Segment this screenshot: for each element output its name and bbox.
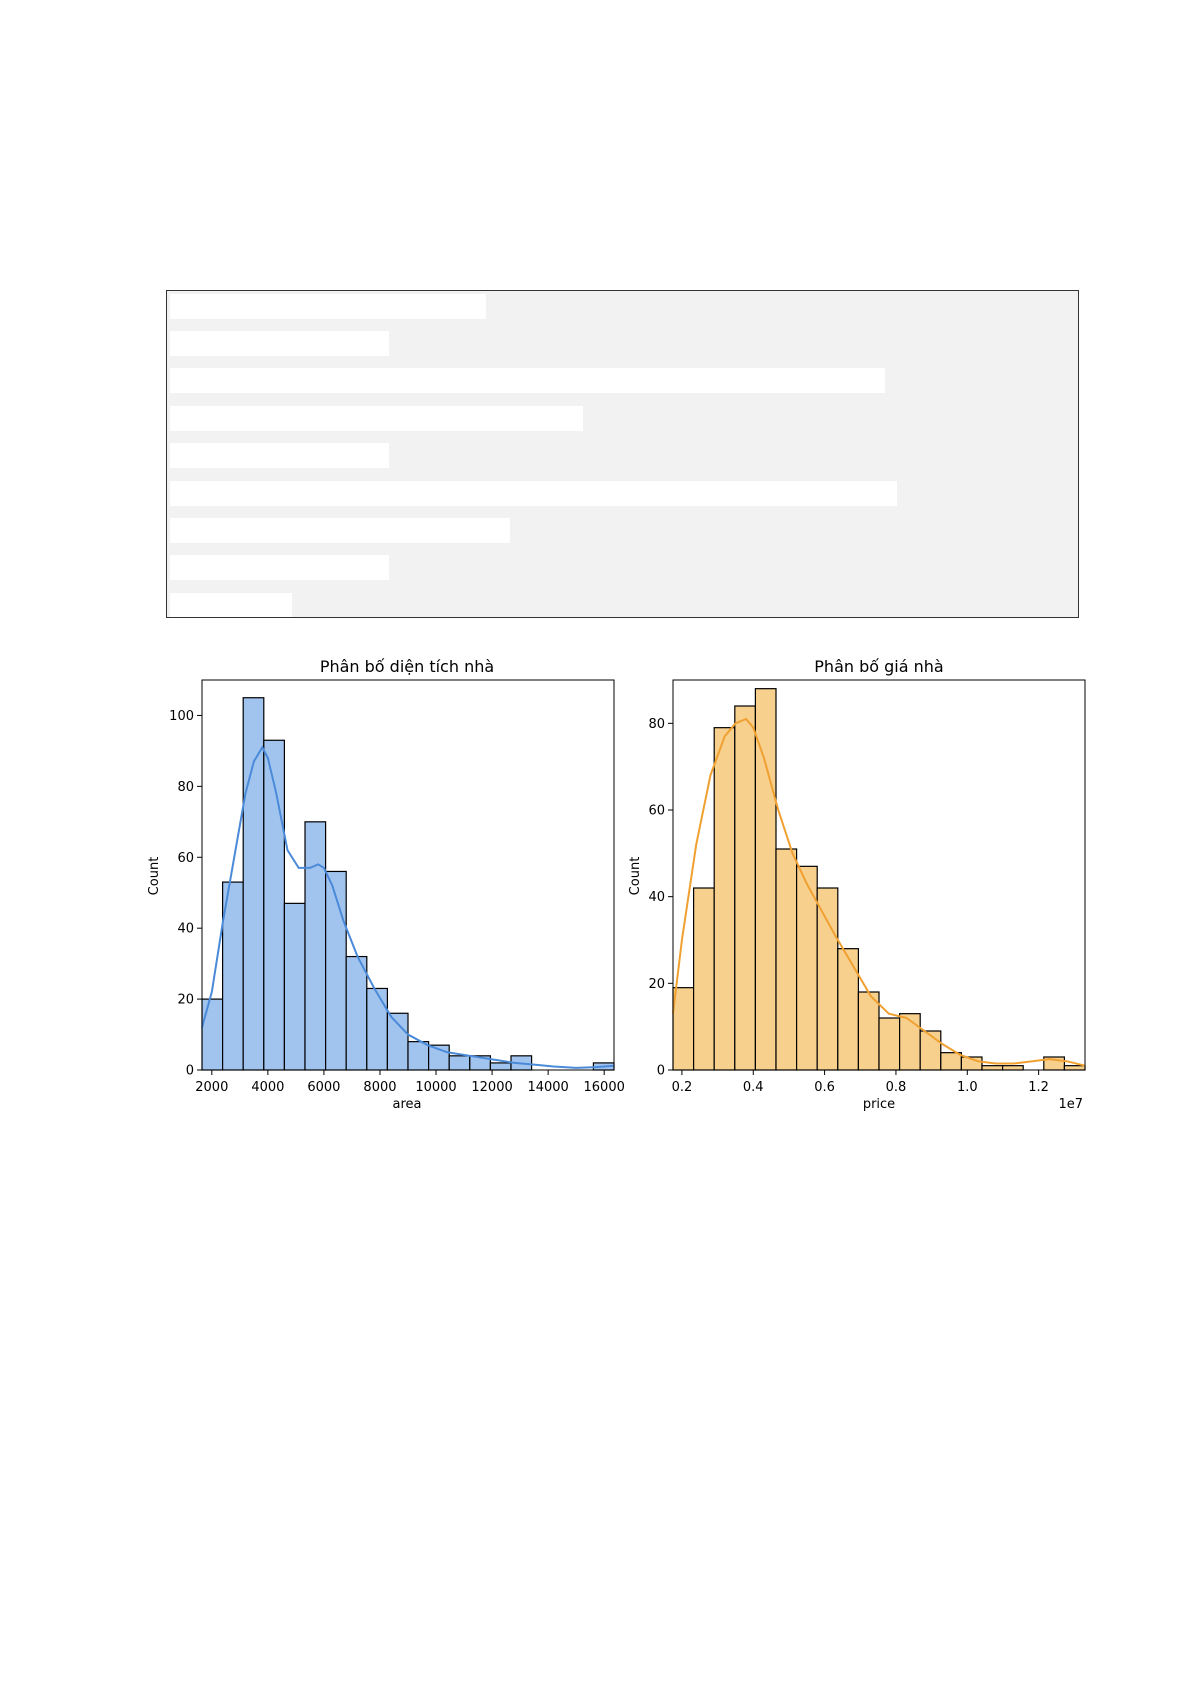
- x-tick-label: 6000: [307, 1080, 340, 1095]
- histogram-bar: [857, 991, 880, 1071]
- chart-title: Phân bố giá nhà: [814, 657, 943, 676]
- kde-line: [201, 745, 615, 1069]
- y-tick-label: 80: [648, 717, 665, 732]
- x-tick-label: 1.0: [957, 1080, 978, 1095]
- axis-offset-label: 1e7: [1058, 1097, 1083, 1112]
- code-line: [170, 331, 389, 356]
- x-tick-label: 2000: [195, 1080, 228, 1095]
- x-tick-label: 0.8: [886, 1080, 907, 1095]
- y-tick-label: 0: [657, 1064, 665, 1079]
- histogram-bar: [263, 739, 285, 1071]
- histogram-bar: [981, 1065, 1004, 1071]
- y-tick-label: 20: [648, 977, 665, 992]
- y-tick-label: 60: [177, 851, 194, 866]
- histogram-bar: [366, 987, 388, 1071]
- histogram-bar: [940, 1052, 962, 1071]
- code-line: [170, 294, 486, 319]
- x-axis-label: area: [393, 1097, 422, 1112]
- x-tick-label: 12000: [471, 1080, 512, 1095]
- histogram-bar: [242, 697, 265, 1071]
- code-line: [170, 481, 897, 506]
- histogram-bar: [283, 902, 306, 1071]
- bars-group: [672, 688, 1086, 1071]
- histogram-bar: [754, 688, 777, 1071]
- x-tick-label: 0.4: [743, 1080, 764, 1095]
- x-axis-ticks: 0.2 0.4 0.6 0.8 1.0 1.2: [672, 1070, 1049, 1095]
- x-tick-label: 10000: [415, 1080, 456, 1095]
- histogram-bar: [919, 1030, 942, 1071]
- plot-frame: [672, 679, 1086, 1071]
- histogram-bar: [878, 1017, 901, 1071]
- histogram-bar: [448, 1055, 471, 1071]
- plot-frame: [201, 679, 615, 1071]
- y-tick-label: 20: [177, 993, 194, 1008]
- histogram-bar: [734, 705, 756, 1071]
- histogram-bar: [1063, 1065, 1086, 1071]
- histogram-bar: [407, 1041, 430, 1071]
- histogram-bar: [692, 887, 715, 1071]
- histogram-bar: [325, 870, 347, 1071]
- code-line: [170, 518, 510, 543]
- histogram-bar: [386, 1012, 409, 1071]
- x-tick-label: 4000: [251, 1080, 284, 1095]
- bars-group: [201, 697, 615, 1071]
- histogram-bar: [201, 998, 224, 1071]
- y-axis-ticks: 0 20 40 60 80: [648, 717, 673, 1079]
- code-line: [170, 368, 885, 393]
- x-tick-label: 0.2: [672, 1080, 693, 1095]
- y-tick-label: 0: [186, 1064, 194, 1079]
- y-axis-label: Count: [628, 857, 643, 896]
- y-axis-ticks: 0 20 40 60 80 100: [169, 709, 202, 1079]
- code-output-block: [166, 290, 1079, 618]
- histogram-bar: [898, 1013, 921, 1071]
- x-tick-label: 8000: [363, 1080, 396, 1095]
- histogram-bar: [816, 887, 839, 1071]
- histogram-bar: [837, 948, 859, 1071]
- y-tick-label: 40: [648, 890, 665, 905]
- code-line: [170, 406, 583, 431]
- price-histogram: Phân bố giá nhà 0.2 0.4 0.6 0.8 1.0 1.2 0 20 40…: [628, 657, 1086, 1112]
- x-tick-label: 1.2: [1028, 1080, 1049, 1095]
- x-tick-label: 16000: [584, 1080, 625, 1095]
- code-line: [170, 443, 389, 468]
- histogram-bar: [304, 821, 327, 1071]
- x-tick-label: 14000: [527, 1080, 568, 1095]
- histogram-bar: [345, 955, 368, 1071]
- y-axis-label: Count: [147, 857, 162, 896]
- histogram-bar: [775, 848, 798, 1071]
- y-tick-label: 80: [177, 780, 194, 795]
- code-line: [170, 593, 292, 617]
- kde-line: [672, 717, 1086, 1067]
- histogram-bar: [1001, 1065, 1024, 1071]
- histogram-bar: [489, 1062, 512, 1071]
- chart-title: Phân bố diện tích nhà: [320, 657, 494, 676]
- x-axis-ticks: 2000 4000 6000 8000 10000 12000 14000 16000: [195, 1070, 625, 1095]
- y-tick-label: 60: [648, 804, 665, 819]
- y-tick-label: 40: [177, 922, 194, 937]
- x-axis-label: price: [863, 1097, 895, 1112]
- y-tick-label: 100: [169, 709, 194, 724]
- code-line: [170, 555, 389, 580]
- histogram-bar: [713, 727, 736, 1071]
- histogram-bar: [672, 987, 695, 1071]
- x-tick-label: 0.6: [814, 1080, 835, 1095]
- area-histogram: Phân bố diện tích nhà 2000 4000 6000 8000 10…: [147, 657, 625, 1112]
